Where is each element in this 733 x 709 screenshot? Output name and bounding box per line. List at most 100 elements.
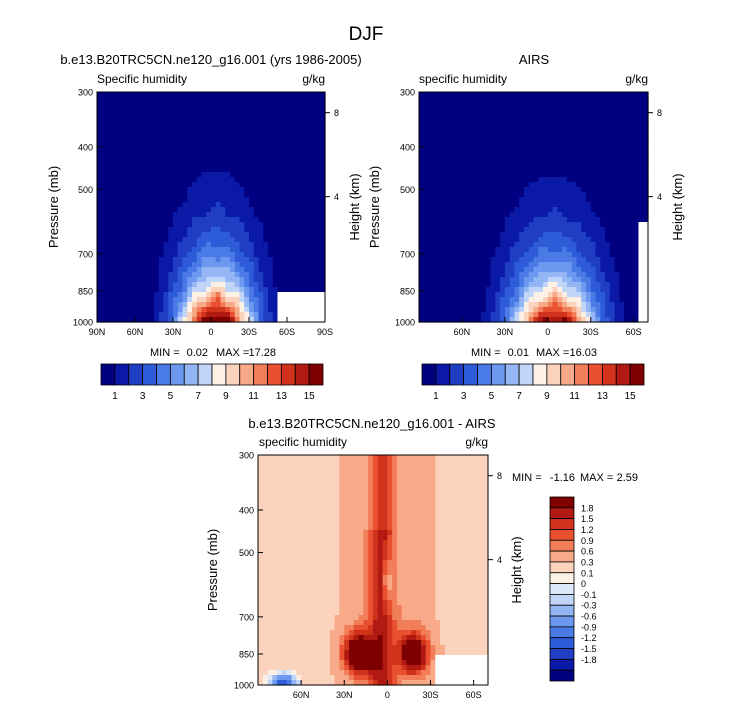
field-cell	[201, 262, 207, 268]
field-cell	[387, 460, 393, 466]
field-cell	[600, 277, 606, 283]
field-cell	[466, 137, 473, 143]
field-cell	[500, 267, 506, 273]
field-cell	[201, 132, 207, 138]
field-cell	[595, 227, 601, 233]
field-cell	[262, 455, 269, 461]
field-cell	[447, 142, 453, 148]
field-cell	[509, 292, 516, 298]
field-cell	[590, 147, 597, 153]
field-cell	[267, 485, 273, 491]
field-cell	[500, 162, 506, 168]
field-cell	[423, 112, 430, 118]
field-cell	[461, 177, 468, 183]
field-cell	[211, 272, 217, 278]
field-cell	[168, 247, 174, 253]
field-cell	[196, 127, 203, 133]
field-cell	[253, 117, 260, 123]
field-cell	[444, 490, 451, 496]
field-cell	[566, 182, 573, 188]
field-cell	[485, 282, 492, 288]
field-cell	[528, 232, 535, 238]
field-cell	[543, 297, 549, 303]
field-cell	[111, 227, 117, 233]
field-cell	[334, 480, 341, 486]
field-cell	[154, 282, 160, 288]
field-cell	[287, 202, 293, 208]
field-cell	[519, 137, 525, 143]
field-cell	[605, 297, 611, 303]
field-cell	[457, 317, 463, 323]
field-cell	[571, 267, 578, 273]
field-cell	[523, 172, 530, 178]
field-cell	[638, 117, 644, 123]
field-cell	[619, 312, 625, 318]
field-cell	[547, 97, 554, 103]
field-cell	[310, 207, 317, 213]
field-cell	[196, 227, 203, 233]
field-cell	[614, 207, 620, 213]
field-cell	[433, 267, 439, 273]
field-cell	[363, 455, 369, 461]
field-cell	[144, 217, 150, 223]
field-cell	[225, 102, 231, 108]
field-cell	[349, 470, 355, 476]
colorbar-swatch	[294, 363, 310, 386]
field-cell	[139, 222, 146, 228]
field-cell	[296, 490, 302, 496]
field-cell	[263, 287, 269, 293]
field-cell	[519, 102, 525, 108]
field-cell	[154, 117, 160, 123]
field-cell	[495, 172, 501, 178]
colorbar-swatch	[574, 363, 589, 386]
field-cell	[638, 287, 644, 293]
field-cell	[263, 182, 269, 188]
field-cell	[485, 152, 492, 158]
field-cell	[211, 267, 217, 273]
field-cell	[272, 262, 279, 268]
field-cell	[504, 117, 511, 123]
field-cell	[163, 202, 169, 208]
field-cell	[514, 172, 520, 178]
field-cell	[590, 232, 597, 238]
field-cell	[452, 162, 458, 168]
field-cell	[638, 242, 644, 248]
field-cell	[101, 292, 108, 298]
field-cell	[344, 485, 350, 491]
field-cell	[543, 197, 549, 203]
field-cell	[320, 455, 326, 461]
field-cell	[130, 112, 136, 118]
field-cell	[173, 172, 179, 178]
field-cell	[447, 302, 453, 308]
field-cell	[296, 242, 302, 248]
field-cell	[605, 312, 611, 318]
field-cell	[244, 162, 250, 168]
field-cell	[643, 317, 649, 323]
field-cell	[139, 177, 146, 183]
field-cell	[571, 102, 578, 108]
field-cell	[306, 237, 312, 243]
field-cell	[244, 197, 250, 203]
field-cell	[438, 312, 444, 318]
field-cell	[230, 222, 236, 228]
field-cell	[547, 177, 554, 183]
field-cell	[481, 152, 487, 158]
field-cell	[638, 207, 644, 213]
field-cell	[111, 317, 117, 323]
field-cell	[633, 217, 640, 223]
field-cell	[220, 177, 226, 183]
field-cell	[576, 172, 582, 178]
field-cell	[466, 182, 473, 188]
field-cell	[416, 455, 422, 461]
field-cell	[509, 247, 516, 253]
field-cell	[168, 252, 174, 258]
field-cell	[624, 277, 630, 283]
field-cell	[125, 317, 131, 323]
field-cell	[244, 277, 250, 283]
field-cell	[628, 157, 635, 163]
field-cell	[457, 102, 463, 108]
field-cell	[120, 92, 127, 98]
field-cell	[605, 207, 611, 213]
field-cell	[296, 137, 302, 143]
field-cell	[282, 247, 288, 253]
